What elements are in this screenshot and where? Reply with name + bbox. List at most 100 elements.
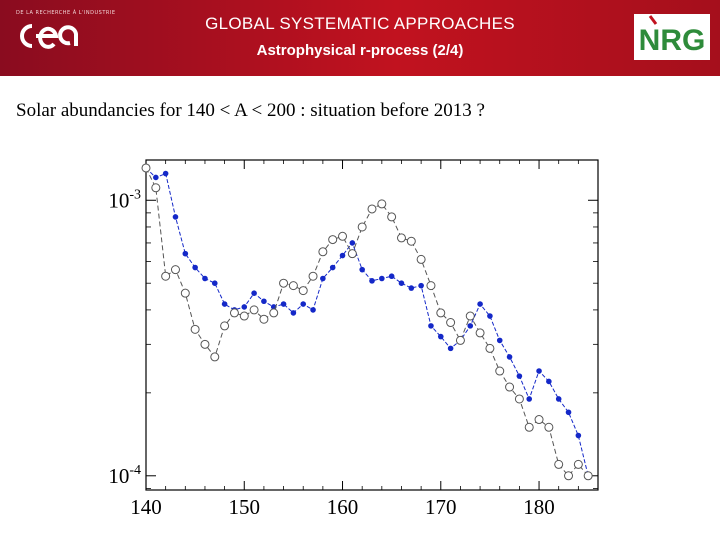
series-0-point — [575, 432, 582, 439]
series-1-point — [505, 382, 515, 392]
cea-logo-tagline: DE LA RECHERCHE À L'INDUSTRIE — [16, 10, 116, 16]
nrg-logo-text: NRG — [639, 24, 706, 57]
series-1-point — [151, 183, 161, 193]
series-0-point — [506, 354, 513, 360]
series-1-point — [239, 311, 249, 321]
series-0-point — [555, 396, 562, 402]
series-1-point — [524, 422, 534, 432]
series-0-point — [211, 280, 218, 287]
x-tick-label: 150 — [229, 495, 261, 519]
series-0-point — [280, 301, 287, 307]
series-1-point — [465, 311, 475, 321]
series-0-point — [496, 337, 503, 344]
x-tick-label: 160 — [327, 495, 359, 519]
series-0-point — [398, 280, 405, 287]
series-1-point — [455, 335, 465, 345]
series-1-point — [514, 394, 524, 404]
series-1-point — [573, 459, 583, 469]
cea-logo: DE LA RECHERCHE À L'INDUSTRIE — [14, 10, 115, 59]
series-1-point — [269, 308, 279, 318]
series-1-point — [357, 222, 367, 232]
series-0-point — [379, 275, 385, 282]
series-1-point — [338, 231, 348, 241]
series-0-point — [359, 266, 365, 273]
series-1-point — [436, 308, 446, 318]
series-1-point — [475, 328, 485, 338]
series-1-point — [396, 233, 406, 243]
slide-heading: Solar abundancies for 140 < A < 200 : si… — [16, 100, 485, 121]
series-1-point — [416, 254, 426, 264]
series-0-point — [546, 378, 552, 385]
series-1-point — [190, 324, 200, 334]
series-0-point — [388, 273, 395, 280]
series-1-point — [495, 366, 505, 376]
abundance-chart: 140 150 160 170 180 10-3 10-4 — [90, 150, 610, 525]
series-0-point — [369, 278, 375, 284]
series-0-point — [477, 301, 483, 307]
header-subtitle: Astrophysical r-process (2/4) — [256, 42, 464, 59]
series-1-point — [141, 163, 151, 173]
series-0-line — [145, 167, 589, 476]
series-0-point — [408, 285, 415, 291]
series-0-point — [516, 373, 523, 379]
series-1-point — [446, 318, 456, 328]
series-1-point — [377, 199, 387, 209]
y-tick-label: 10-4 — [108, 463, 141, 488]
series-0-point — [310, 307, 316, 313]
series-0-point — [536, 368, 542, 374]
series-0-point — [172, 214, 179, 220]
series-0-point — [300, 301, 307, 307]
series-1-point — [583, 471, 593, 481]
series-0-point — [487, 313, 493, 319]
nrg-logo: NRG — [634, 14, 710, 65]
series-0-point — [202, 275, 208, 282]
series-1-point — [200, 339, 210, 349]
series-0-point — [320, 275, 326, 282]
cea-logo-mark — [20, 24, 78, 49]
series-0-point — [261, 298, 267, 305]
slide-header: DE LA RECHERCHE À L'INDUSTRIE GLOBAL SYS… — [0, 0, 720, 76]
series-1-point — [328, 235, 338, 245]
series-1-point — [564, 471, 574, 481]
series-1-point — [279, 278, 289, 288]
series-0-point — [290, 310, 297, 316]
series-1-point — [554, 459, 564, 469]
series-1-point — [544, 422, 554, 432]
series-1-point — [288, 281, 298, 291]
series-0-point — [437, 333, 444, 340]
series-0-point — [428, 323, 434, 329]
series-1-point — [347, 249, 357, 259]
series-1-point — [485, 343, 495, 353]
x-tick-label: 180 — [523, 495, 555, 519]
series-1-point — [426, 281, 436, 291]
series-0-point — [241, 304, 248, 310]
series-0-point — [565, 409, 572, 416]
series-0-point — [251, 290, 257, 296]
series-1-point — [259, 314, 269, 324]
series-1-point — [170, 265, 180, 275]
series-1-point — [229, 308, 239, 318]
series-0-point — [192, 264, 198, 271]
series-0-point — [162, 170, 169, 177]
series-0-point — [467, 323, 474, 329]
series-1-point — [298, 286, 308, 296]
series-1-point — [318, 247, 328, 257]
series-1-point — [406, 236, 416, 246]
series-1-point — [210, 352, 220, 362]
series-0-point — [526, 396, 533, 402]
series-1-point — [367, 204, 377, 214]
series-1-point — [220, 321, 230, 331]
series-1-point — [180, 288, 190, 298]
series-1-point — [387, 212, 397, 222]
series-0-point — [182, 250, 189, 257]
series-0-point — [349, 240, 356, 246]
series-1-point — [308, 271, 318, 281]
series-0-point — [447, 345, 454, 352]
series-0-point — [221, 301, 228, 307]
series-0-point — [153, 174, 159, 181]
nrg-logo-mark: NRG — [634, 14, 710, 60]
series-1-point — [161, 271, 171, 281]
x-tick-label: 140 — [130, 495, 162, 519]
series-1-line — [145, 167, 589, 477]
abundance-chart-svg: 140 150 160 170 180 10-3 10-4 — [108, 159, 599, 519]
